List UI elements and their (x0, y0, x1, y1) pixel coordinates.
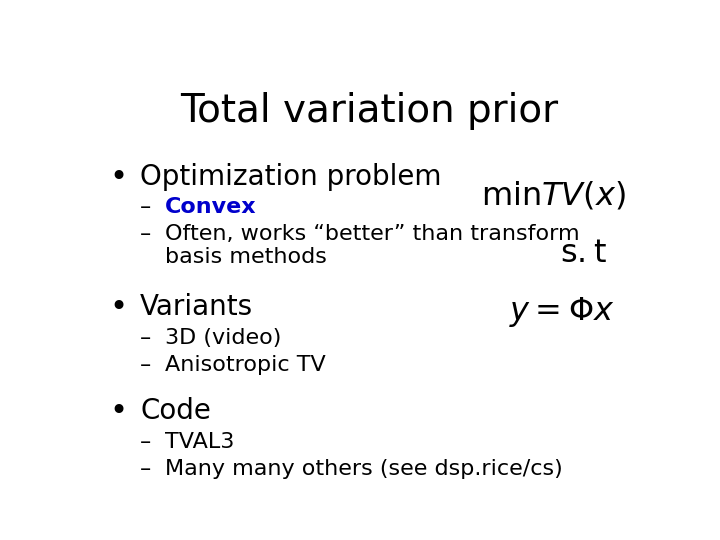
Text: Total variation prior: Total variation prior (180, 92, 558, 130)
Text: –: – (140, 355, 151, 375)
Text: –: – (140, 458, 151, 478)
Text: –: – (140, 197, 151, 217)
Text: –: – (140, 224, 151, 244)
Text: •: • (109, 163, 127, 192)
Text: –: – (140, 431, 151, 451)
Text: Many many others (see dsp.rice/cs): Many many others (see dsp.rice/cs) (166, 458, 563, 478)
Text: TVAL3: TVAL3 (166, 431, 235, 451)
Text: Anisotropic TV: Anisotropic TV (166, 355, 326, 375)
Text: –: – (140, 328, 151, 348)
Text: 3D (video): 3D (video) (166, 328, 282, 348)
Text: $\mathrm{s.t}$: $\mathrm{s.t}$ (560, 239, 607, 269)
Text: •: • (109, 293, 127, 322)
Text: $\min TV(x)$: $\min TV(x)$ (481, 180, 626, 212)
Text: •: • (109, 397, 127, 427)
Text: Often, works “better” than transform
basis methods: Often, works “better” than transform bas… (166, 224, 580, 267)
Text: Code: Code (140, 397, 211, 426)
Text: $y = \Phi x$: $y = \Phi x$ (509, 295, 614, 329)
Text: Optimization problem: Optimization problem (140, 163, 442, 191)
Text: Variants: Variants (140, 293, 253, 321)
Text: Convex: Convex (166, 197, 257, 217)
